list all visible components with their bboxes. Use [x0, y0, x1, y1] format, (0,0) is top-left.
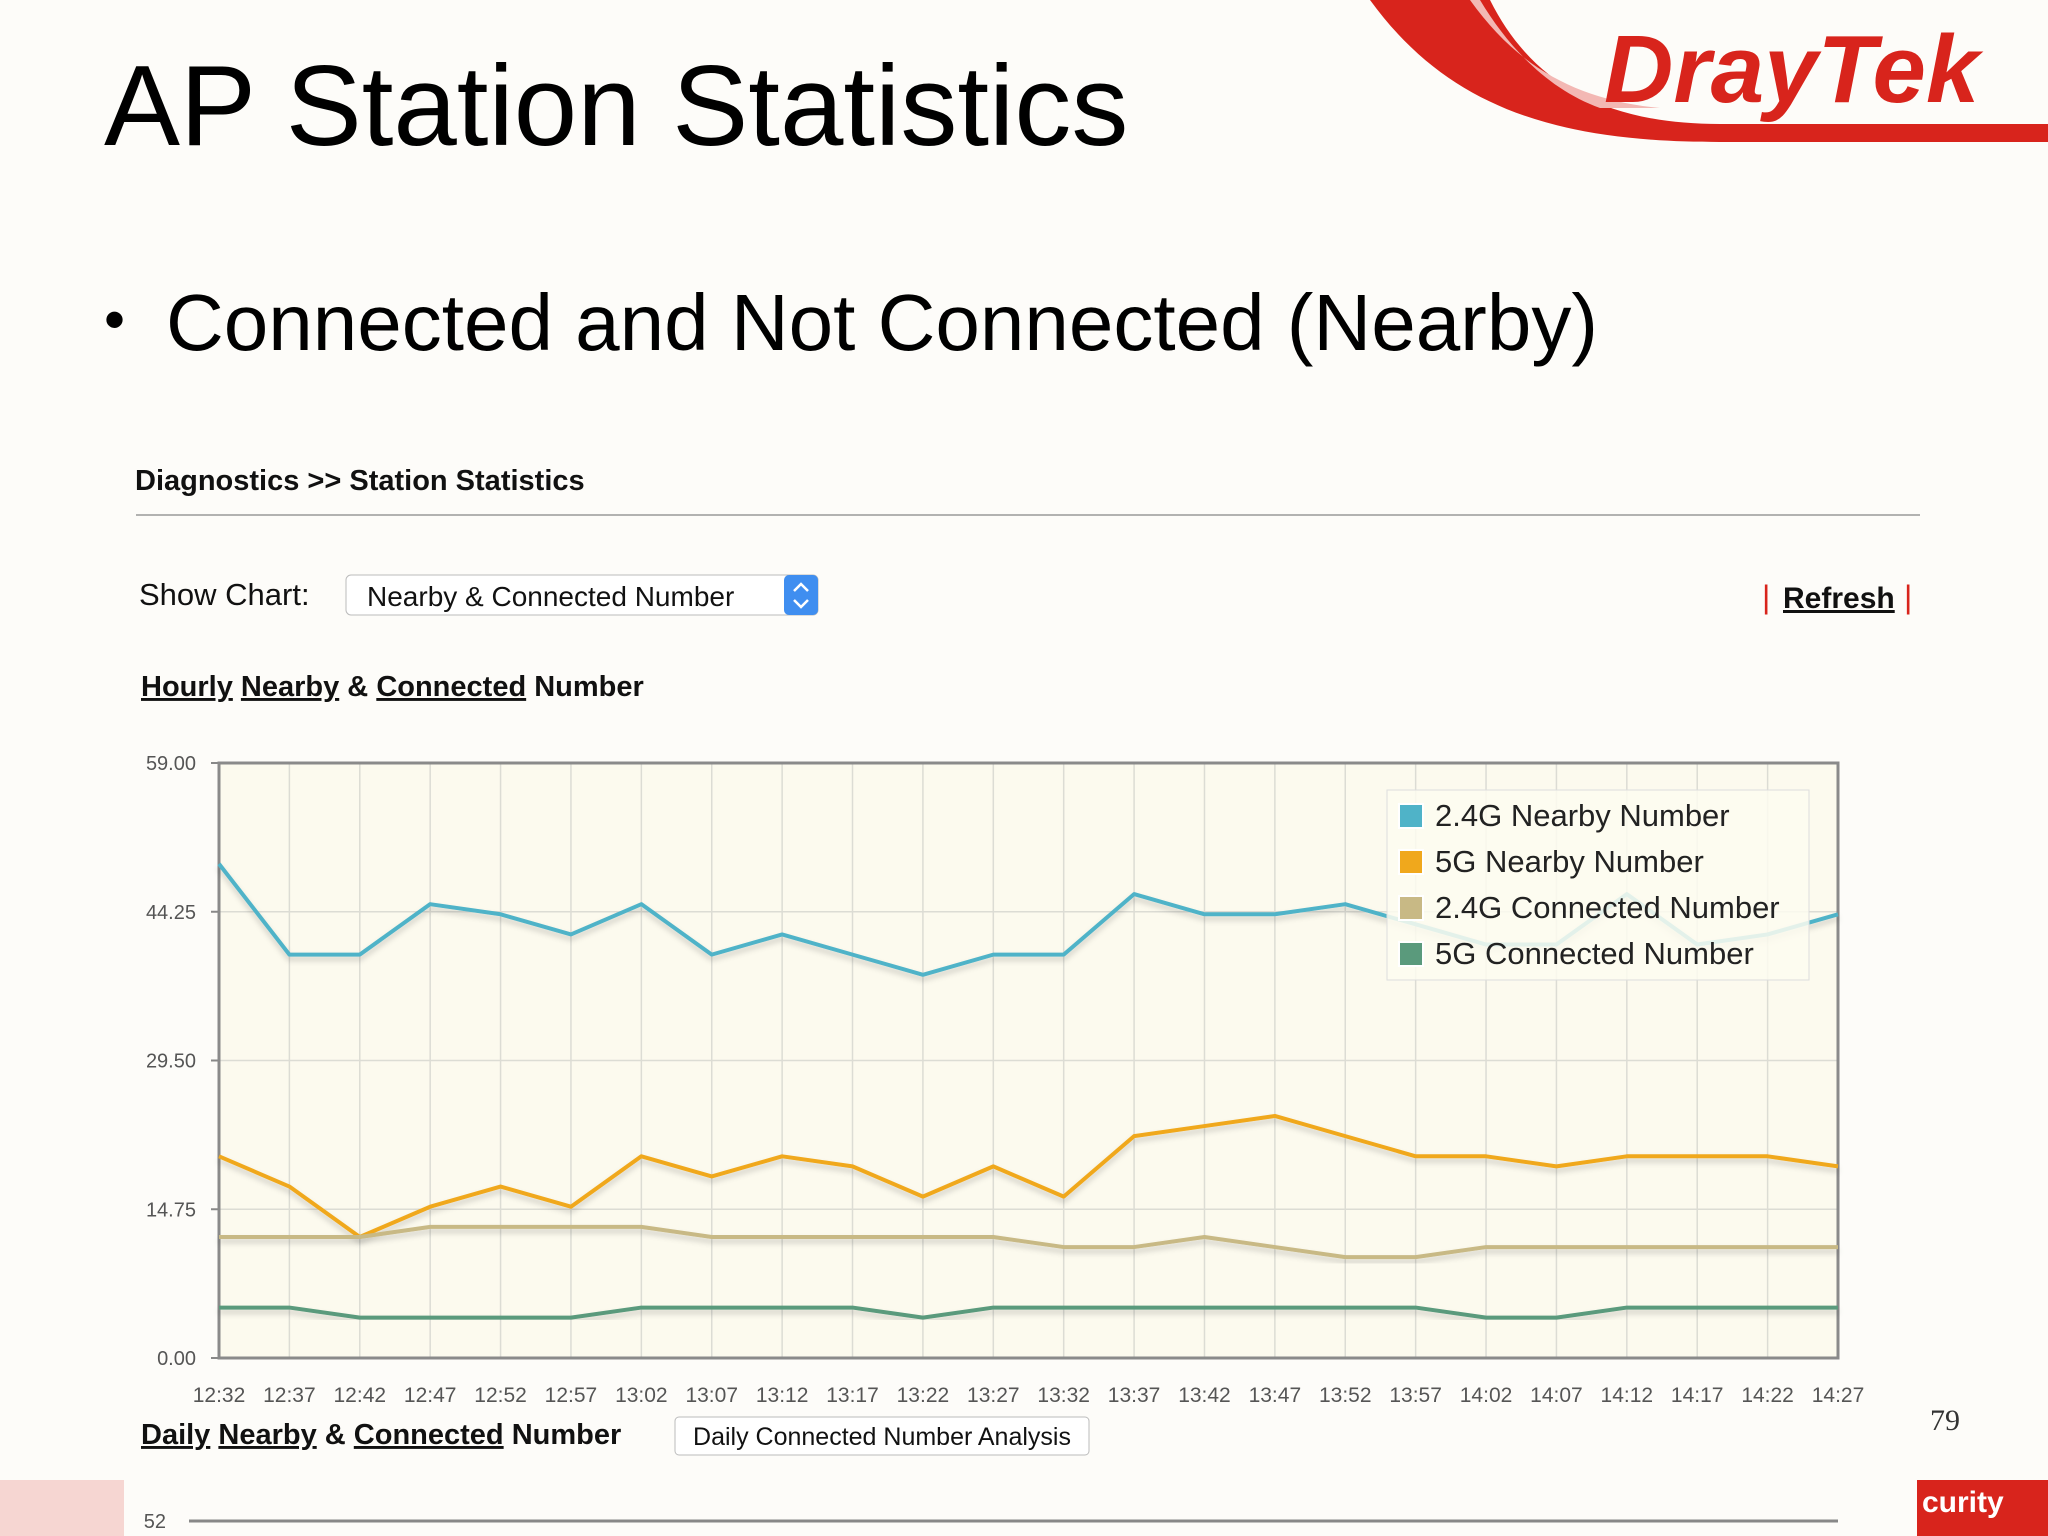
slide-title: AP Station Statistics: [104, 43, 1128, 170]
show-chart-label: Show Chart:: [139, 577, 310, 612]
footer-band-left: [0, 1480, 124, 1536]
legend-label: 5G Connected Number: [1435, 936, 1754, 971]
x-tick-label: 13:57: [1389, 1384, 1442, 1407]
logo: DrayTek: [1604, 16, 1984, 123]
daily-button[interactable]: [674, 1416, 1090, 1456]
plot-frame: [217, 761, 1840, 1360]
legend-label: 2.4G Nearby Number: [1435, 798, 1730, 833]
footer-text: curity: [1922, 1486, 2004, 1519]
y-tick-label: 29.50: [146, 1051, 196, 1073]
y-tick-label: 14.75: [146, 1199, 196, 1221]
x-tick-label: 14:07: [1530, 1384, 1583, 1407]
x-tick-label: 13:47: [1249, 1384, 1302, 1407]
footer-band-right: [1917, 1480, 2048, 1536]
x-tick-label: 13:52: [1319, 1384, 1372, 1407]
x-tick-label: 13:37: [1108, 1384, 1161, 1407]
x-tick-label: 14:27: [1812, 1384, 1865, 1407]
chart-select[interactable]: Nearby & Connected Number: [345, 574, 819, 616]
x-tick-label: 13:27: [967, 1384, 1020, 1407]
page-number: 79: [1930, 1404, 1960, 1437]
logo-swoosh-light: [1470, 0, 1660, 108]
series-line: [219, 1305, 1838, 1320]
refresh-link[interactable]: Refresh: [1783, 582, 1895, 615]
select-arrow-icon: [793, 582, 809, 609]
logo-swoosh: [1370, 0, 2048, 142]
x-tick-label: 13:17: [826, 1384, 879, 1407]
heading-word[interactable]: Nearby: [241, 671, 339, 703]
heading-word[interactable]: Connected: [376, 671, 526, 703]
heading-word[interactable]: Connected: [354, 1419, 504, 1451]
x-tick-label: 12:47: [404, 1384, 457, 1407]
legend-label: 2.4G Connected Number: [1435, 890, 1780, 925]
daily-heading: Daily Nearby & Connected Number: [141, 1419, 621, 1451]
x-tick-label: 14:02: [1460, 1384, 1513, 1407]
x-tick-label: 13:22: [897, 1384, 950, 1407]
x-tick-label: 12:37: [263, 1384, 316, 1407]
legend-swatch: [1398, 941, 1424, 967]
daily-button-label[interactable]: Daily Connected Number Analysis: [693, 1423, 1071, 1451]
hourly-heading: Hourly Nearby & Connected Number: [141, 671, 644, 703]
daily-y-tick-label: 52: [144, 1511, 166, 1533]
legend-box: [1386, 789, 1810, 981]
x-tick-label: 14:12: [1601, 1384, 1654, 1407]
separator: |: [1762, 579, 1770, 615]
breadcrumb: Diagnostics >> Station Statistics: [135, 465, 585, 497]
heading-word: Number: [512, 1419, 622, 1451]
y-tick-label: 44.25: [146, 902, 196, 924]
x-tick-label: 13:42: [1178, 1384, 1231, 1407]
legend-swatch: [1398, 895, 1424, 921]
heading-word[interactable]: Hourly: [141, 671, 233, 703]
select-arrow[interactable]: [784, 575, 818, 615]
x-tick-label: 12:42: [334, 1384, 387, 1407]
heading-word[interactable]: Daily: [141, 1419, 210, 1451]
heading-word: &: [347, 671, 368, 703]
x-tick-label: 13:02: [615, 1384, 668, 1407]
legend-swatch: [1398, 849, 1424, 875]
x-tick-label: 13:12: [756, 1384, 809, 1407]
separator: |: [1904, 579, 1912, 615]
x-tick-label: 13:07: [685, 1384, 738, 1407]
chart: 0.00 14.75 29.50 44.25 59.00 12:32 12:37 12:42 1…: [146, 753, 1864, 1407]
bullet-text: Connected and Not Connected (Nearby): [166, 278, 1598, 367]
heading-word: &: [325, 1419, 346, 1451]
legend-label: 5G Nearby Number: [1435, 844, 1704, 879]
x-tick-label: 12:32: [193, 1384, 246, 1407]
heading-word: Number: [534, 671, 644, 703]
x-tick-label: 12:57: [545, 1384, 598, 1407]
series-line: [219, 1224, 1838, 1260]
legend-swatch: [1398, 803, 1424, 829]
x-tick-label: 14:17: [1671, 1384, 1724, 1407]
y-tick-label: 0.00: [157, 1348, 196, 1370]
series-line: [218, 1113, 1839, 1239]
x-tick-label: 14:22: [1741, 1384, 1794, 1407]
x-tick-label: 12:52: [474, 1384, 527, 1407]
select-value[interactable]: Nearby & Connected Number: [367, 581, 734, 612]
bullet-dot: •: [104, 286, 125, 353]
heading-word[interactable]: Nearby: [218, 1419, 316, 1451]
y-tick-label: 59.00: [146, 753, 196, 775]
x-tick-label: 13:32: [1037, 1384, 1090, 1407]
